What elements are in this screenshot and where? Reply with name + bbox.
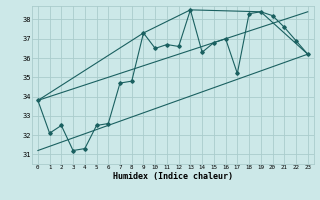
X-axis label: Humidex (Indice chaleur): Humidex (Indice chaleur) <box>113 172 233 181</box>
